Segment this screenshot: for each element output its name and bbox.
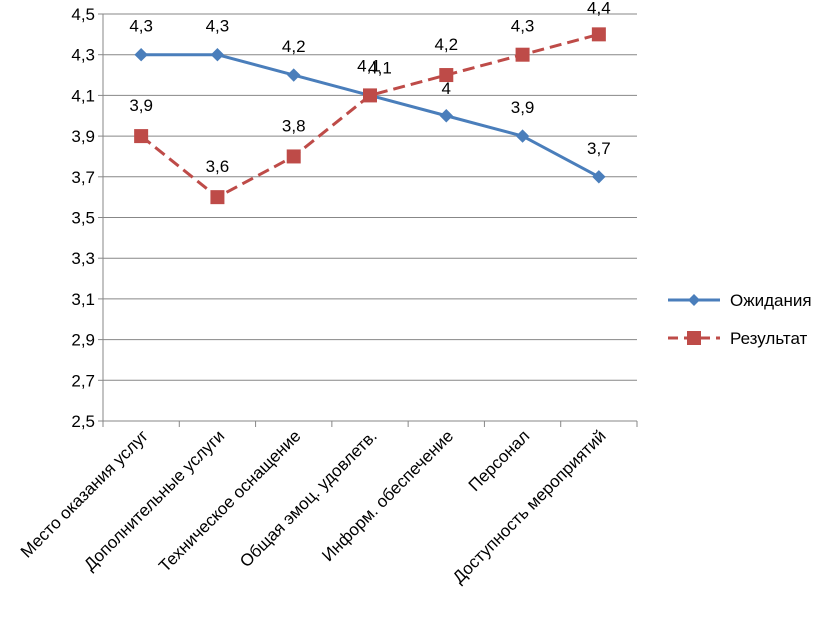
y-tick-label: 2,9 (71, 331, 95, 350)
data-point-marker (591, 27, 606, 42)
data-point-marker (439, 68, 454, 83)
legend-marker (688, 294, 700, 306)
data-point-marker (210, 190, 225, 205)
data-label: 4,3 (206, 17, 230, 36)
legend: Ожидания Результат (668, 291, 812, 348)
data-label: 4,1 (357, 56, 381, 75)
data-label: 3,9 (511, 98, 535, 117)
data-point-marker (363, 88, 377, 103)
data-label: 4,1 (368, 58, 392, 77)
data-label: 4,2 (434, 35, 458, 54)
x-tick-label: Место оказания услуг (17, 426, 152, 561)
x-tick-label: Дополнительные услуги (80, 426, 228, 574)
data-point-marker (592, 170, 606, 184)
data-label: 3,9 (129, 96, 153, 115)
y-tick-label: 3,7 (71, 168, 95, 187)
data-label: 4,4 (587, 0, 611, 17)
data-label: 4 (442, 79, 451, 98)
legend-marker (687, 331, 701, 345)
y-tick-label: 3,3 (71, 249, 95, 268)
data-label: 4,3 (129, 17, 153, 36)
x-tick-label: Техническое оснащение (155, 426, 304, 575)
data-label: 3,7 (587, 139, 611, 158)
x-tick-label: Персонал (465, 426, 534, 495)
y-tick-label: 3,9 (71, 127, 95, 146)
y-tick-label: 4,5 (71, 5, 95, 24)
y-tick-label: 3,1 (71, 290, 95, 309)
y-tick-label: 2,7 (71, 371, 95, 390)
data-point-marker (134, 129, 149, 144)
y-tick-label: 2,5 (71, 412, 95, 431)
data-point-marker (134, 47, 148, 62)
y-axis: 2,5 2,7 2,9 3,1 3,3 3,5 3,7 3,9 4,1 4,3 4,5 (71, 5, 104, 431)
x-tick-label: Доступность мероприятий (449, 426, 610, 587)
data-label: 4,2 (282, 37, 306, 56)
data-label: 3,6 (206, 157, 230, 176)
data-point-marker (439, 109, 453, 123)
legend-label: Ожидания (730, 291, 812, 310)
data-point-marker (515, 129, 530, 143)
series-group: 4,3 4,3 4,2 4,1 4 3,9 3,7 3,9 3,6 3,8 4,1 4,2 4,3 4,4 (129, 0, 611, 205)
x-tick-label: Информ. обеспечение (318, 426, 457, 565)
data-label: 4,3 (511, 17, 535, 36)
data-point-marker (515, 47, 530, 62)
x-tick-label: Общая эмоц. удовлетв. (236, 426, 381, 571)
data-point-marker (287, 68, 301, 82)
y-tick-label: 4,3 (71, 46, 95, 65)
data-label: 3,8 (282, 116, 306, 135)
data-point-marker (210, 47, 225, 62)
legend-label: Результат (730, 329, 808, 348)
data-point-marker (286, 149, 301, 164)
y-tick-label: 4,1 (71, 86, 95, 105)
y-tick-label: 3,5 (71, 209, 95, 228)
